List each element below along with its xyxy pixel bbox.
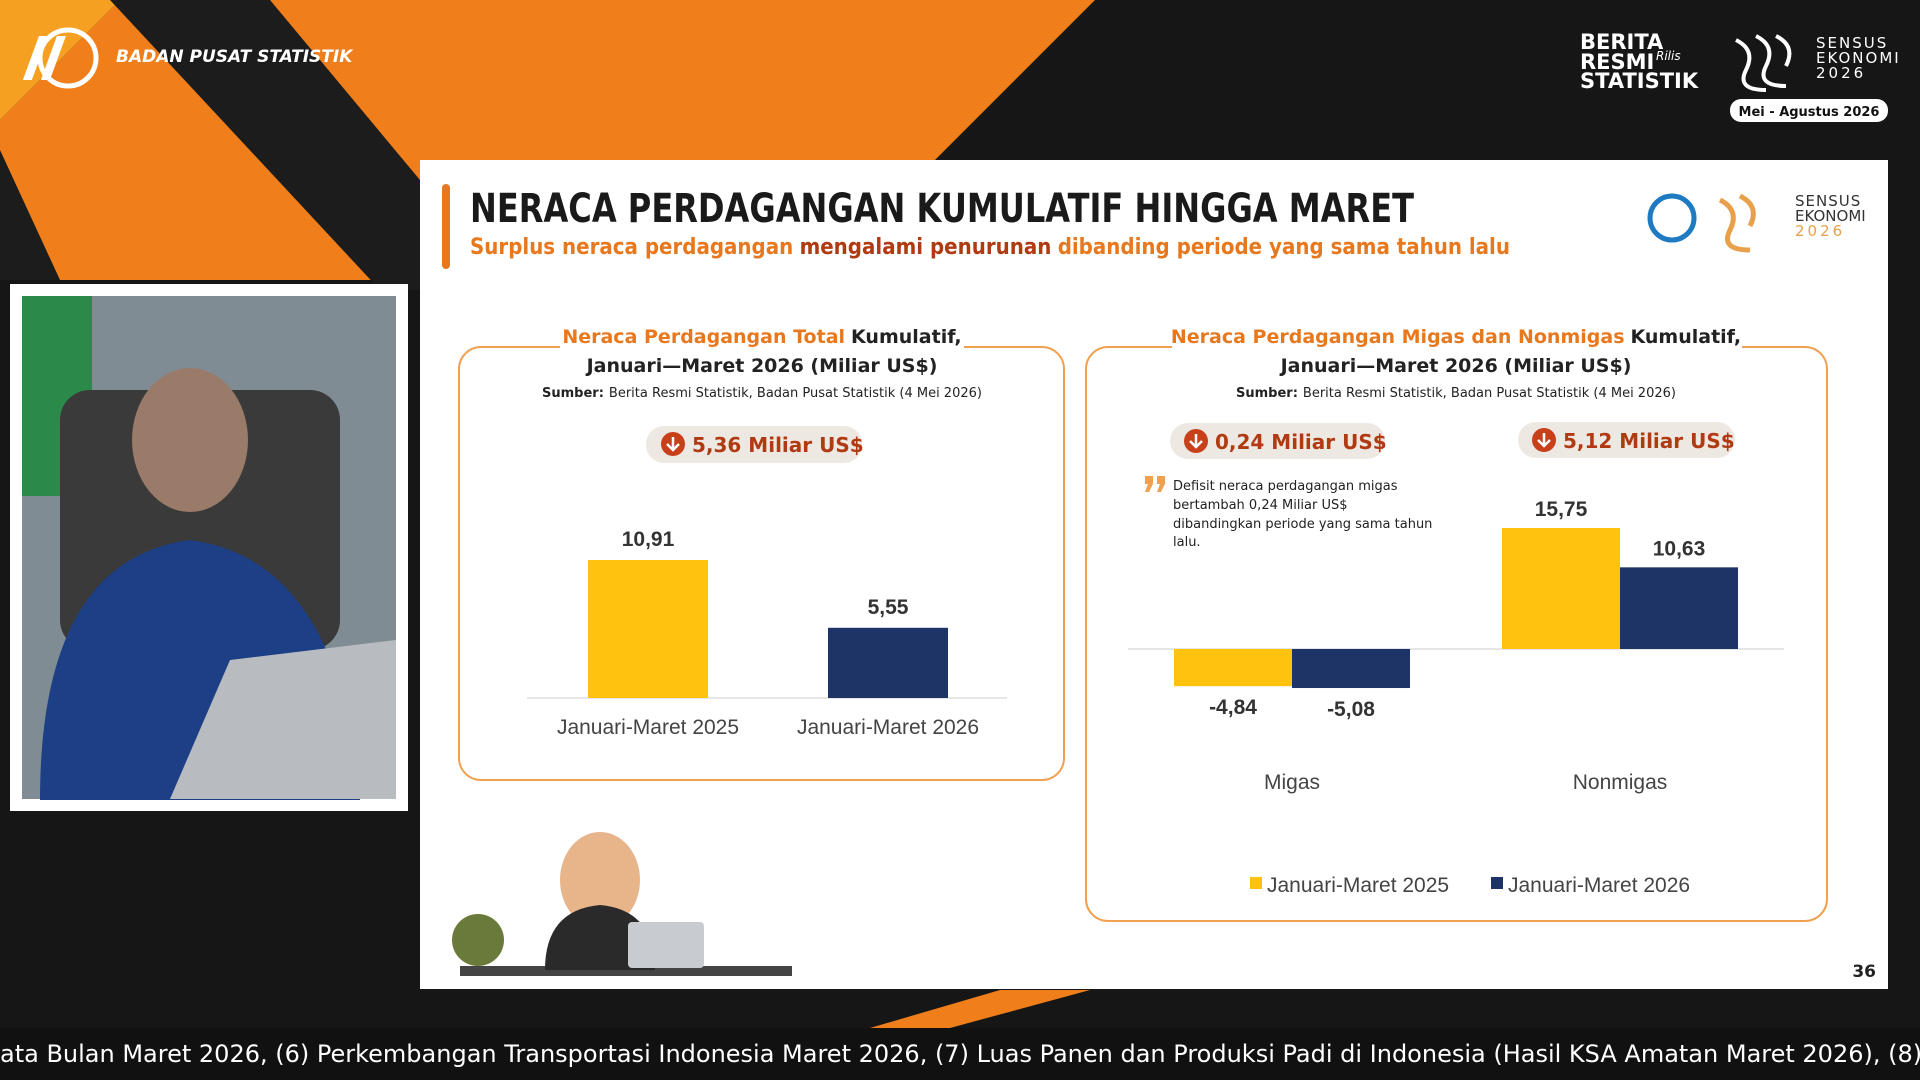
chart-title: Januari—Maret 2026 (Miliar US$): [1279, 355, 1632, 377]
brs-script: Rilis: [1656, 49, 1681, 63]
slide-subtitle: Surplus neraca perdagangan mengalami penu…: [470, 235, 1510, 260]
chart-title: Januari—Maret 2026 (Miliar US$): [585, 355, 938, 377]
chart-title: Neraca Perdagangan Total Kumulatif,: [562, 326, 961, 348]
mascot: [452, 832, 792, 976]
note-line: dibandingkan periode yang sama tahun: [1173, 517, 1432, 532]
chart-title-part: Kumulatif,: [851, 326, 962, 348]
note-line: Defisit neraca perdagangan migas: [1173, 479, 1398, 494]
sensus-line: SENSUS: [1816, 34, 1888, 52]
bar: [828, 627, 948, 698]
badge: [1518, 422, 1735, 458]
value-label: 10,63: [1653, 537, 1706, 560]
category-label: Januari-Maret 2025: [557, 716, 739, 739]
org-name: BADAN PUSAT STATISTIK: [116, 47, 354, 67]
badge-text: 5,12 Miliar US$: [1563, 429, 1735, 453]
sensus-line: 2026: [1816, 64, 1866, 82]
period-pill: [1730, 99, 1888, 122]
slide-logo-text: EKONOMI: [1795, 207, 1866, 225]
down-icon: [666, 437, 680, 452]
brs-line: STATISTIK: [1580, 69, 1699, 93]
chart-title-part: Neraca Perdagangan Migas dan Nonmigas: [1171, 326, 1625, 348]
badge-text: 0,24 Miliar US$: [1215, 430, 1387, 454]
value-label: 15,75: [1535, 498, 1588, 521]
category-label: Migas: [1264, 771, 1320, 794]
chart-title-part: Neraca Perdagangan Total: [562, 326, 845, 348]
chart-source: Sumber: Berita Resmi Statistik, Badan Pus…: [1236, 386, 1676, 401]
bar: [1174, 649, 1292, 687]
subtitle-part: dibanding periode yang sama tahun lalu: [1058, 235, 1510, 260]
value-label: 5,55: [868, 596, 909, 619]
page-number: 36: [1852, 962, 1876, 982]
quote-icon: [1145, 476, 1165, 492]
down-icon: [1189, 434, 1203, 449]
brs-line: BERITA: [1580, 30, 1664, 54]
source-text: Berita Resmi Statistik, Badan Pusat Stat…: [609, 386, 982, 401]
bar: [1620, 567, 1738, 649]
slide-logo-text: SENSUS: [1795, 192, 1861, 210]
legend-swatch: [1491, 877, 1503, 889]
value-label: 10,91: [622, 528, 675, 551]
badge-text: 5,36 Miliar US$: [692, 433, 864, 457]
ticker-band: [0, 1028, 1920, 1080]
bar: [588, 560, 708, 698]
value-label: -5,08: [1327, 698, 1375, 721]
legend-label: Januari-Maret 2026: [1508, 874, 1690, 897]
bps-logo: [22, 27, 99, 89]
slide-logo: [1718, 193, 1756, 253]
badge: [1170, 423, 1385, 459]
note-line: lalu.: [1173, 535, 1201, 550]
slide-logo: [1647, 193, 1697, 243]
chart-panel: Neraca Perdagangan Migas dan Nonmigas Kum…: [1085, 320, 1828, 922]
source-label: Sumber:: [1236, 386, 1298, 401]
badge: [646, 426, 862, 463]
bar: [1292, 649, 1410, 689]
bar: [1502, 528, 1620, 649]
ticker: ata Bulan Maret 2026, (6) Perkembangan T…: [0, 1040, 1920, 1068]
webcam: [10, 284, 408, 811]
category-label: Januari-Maret 2026: [797, 716, 979, 739]
legend-swatch: [1250, 877, 1262, 889]
sensus-line: EKONOMI: [1816, 49, 1901, 67]
value-label: -4,84: [1209, 696, 1257, 719]
slide-title: NERACA PERDAGANGAN KUMULATIF HINGGA MARE…: [470, 186, 1415, 232]
category-label: Nonmigas: [1573, 771, 1668, 794]
subtitle-part: Surplus neraca perdagangan: [470, 235, 793, 260]
chart-panel: Neraca Perdagangan Total Kumulatif, Janua…: [458, 320, 1065, 781]
chart-title: Neraca Perdagangan Migas dan Nonmigas Kum…: [1171, 326, 1741, 348]
chart-source: Sumber: Berita Resmi Statistik, Badan Pus…: [542, 386, 982, 401]
subtitle-part: mengalami penurunan: [800, 235, 1052, 260]
sensus-logo: [1735, 34, 1792, 92]
slide-logo-text: 2026: [1795, 222, 1845, 240]
source-label: Sumber:: [542, 386, 604, 401]
legend-label: Januari-Maret 2025: [1267, 874, 1449, 897]
note-line: bertambah 0,24 Miliar US$: [1173, 498, 1348, 513]
period: Mei - Agustus 2026: [1739, 105, 1880, 120]
brs-line: RESMI: [1580, 50, 1654, 74]
source-text: Berita Resmi Statistik, Badan Pusat Stat…: [1303, 386, 1676, 401]
chart-title-part: Kumulatif,: [1631, 326, 1742, 348]
down-icon: [1537, 433, 1551, 448]
